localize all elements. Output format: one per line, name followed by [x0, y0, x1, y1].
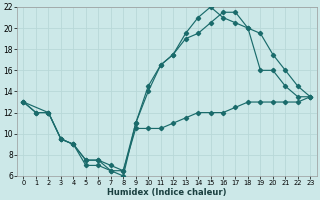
X-axis label: Humidex (Indice chaleur): Humidex (Indice chaleur): [107, 188, 227, 197]
